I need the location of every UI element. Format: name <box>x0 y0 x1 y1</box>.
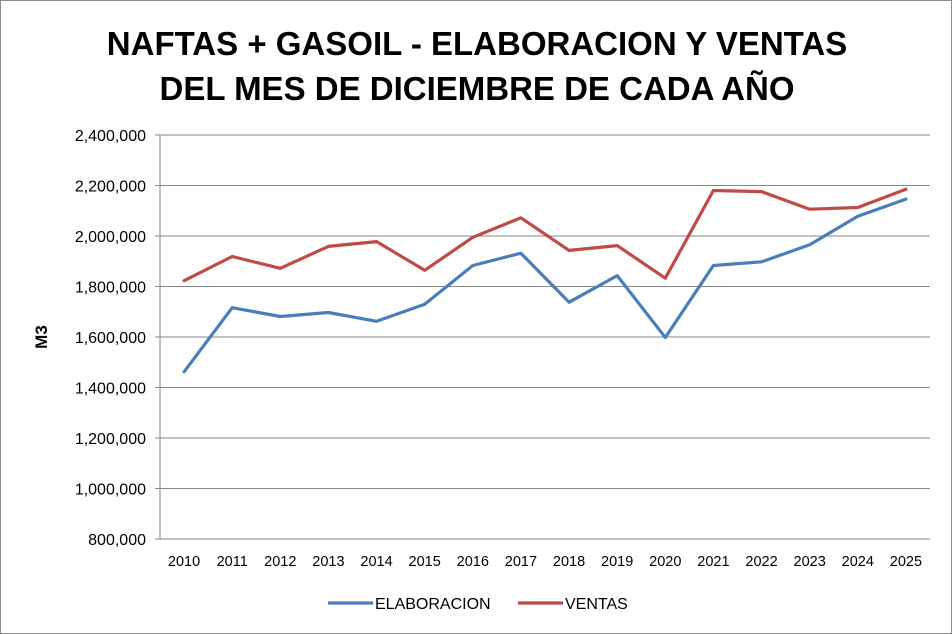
y-tick-label: 800,000 <box>88 532 146 549</box>
y-tick-label: 1,600,000 <box>75 330 146 347</box>
y-tick-label: 2,000,000 <box>75 229 146 246</box>
x-tick-label: 2013 <box>312 554 344 570</box>
y-tick-label: 1,400,000 <box>75 381 146 398</box>
y-tick-label: 2,400,000 <box>75 128 146 145</box>
chart-title-line-2: DEL MES DE DICIEMBRE DE CADA AÑO <box>159 70 795 107</box>
x-tick-label: 2018 <box>553 554 585 570</box>
x-tick-label: 2023 <box>794 554 826 570</box>
x-tick-label: 2021 <box>697 554 729 570</box>
x-tick-label: 2024 <box>842 554 874 570</box>
x-tick-label: 2012 <box>264 554 296 570</box>
x-tick-label: 2011 <box>217 554 248 570</box>
x-tick-label: 2010 <box>168 554 200 570</box>
x-tick-label: 2016 <box>457 554 489 570</box>
x-tick-label: 2019 <box>601 554 633 570</box>
y-tick-label: 1,000,000 <box>75 482 146 499</box>
series-line-elaboracion <box>182 197 908 374</box>
legend-label-ventas: VENTAS <box>565 596 628 613</box>
y-tick-label: 2,200,000 <box>75 179 146 196</box>
chart-title-line-1: NAFTAS + GASOIL - ELABORACION Y VENTAS <box>106 25 848 62</box>
y-tick-labels: 800,000 1,000,000 1,200,000 1,400,000 1,600,… <box>75 128 146 549</box>
series-lines <box>182 187 908 374</box>
x-tick-label: 2022 <box>745 554 777 570</box>
x-tick-label: 2014 <box>360 554 392 570</box>
x-tick-label: 2015 <box>409 554 441 570</box>
x-tick-labels: 2010 2011 2012 2013 2014 2015 2016 2017 2018 2019… <box>168 554 922 570</box>
y-tick-label: 1,800,000 <box>75 280 146 297</box>
y-axis-label: M3 <box>32 325 51 349</box>
legend-label-elaboracion: ELABORACION <box>375 596 491 613</box>
legend: ELABORACION VENTAS <box>328 596 628 613</box>
x-tick-label: 2020 <box>649 554 681 570</box>
y-tick-label: 1,200,000 <box>75 431 146 448</box>
x-tick-label: 2017 <box>505 554 537 570</box>
series-line-ventas <box>182 187 908 283</box>
x-tick-label: 2025 <box>890 554 922 570</box>
gridlines <box>155 134 930 540</box>
